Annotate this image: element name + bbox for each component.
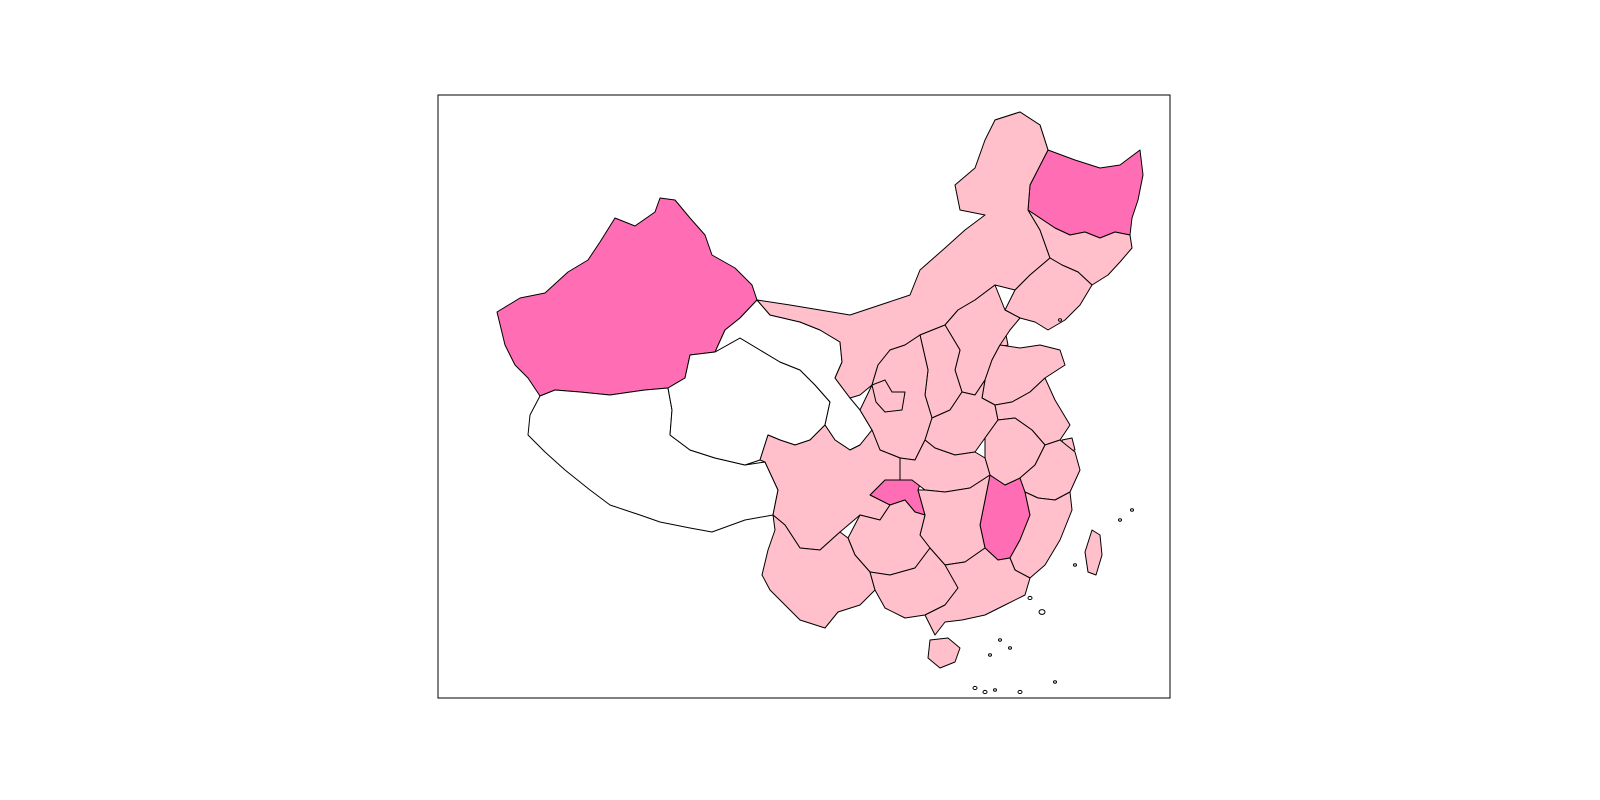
island-10 bbox=[1053, 680, 1057, 684]
island-2 bbox=[1027, 595, 1033, 601]
island-14 bbox=[1058, 318, 1062, 322]
island-1 bbox=[1038, 609, 1046, 615]
island-5 bbox=[1008, 646, 1012, 650]
island-3 bbox=[998, 638, 1002, 642]
island-layer bbox=[972, 318, 1134, 695]
province-fujian bbox=[1009, 491, 1073, 579]
province-hainan bbox=[927, 637, 961, 669]
province-guangdong bbox=[924, 547, 1031, 636]
island-11 bbox=[1073, 563, 1077, 567]
province-layer bbox=[496, 111, 1144, 669]
island-7 bbox=[982, 689, 988, 695]
island-12 bbox=[1118, 518, 1122, 522]
island-4 bbox=[988, 653, 992, 657]
province-taiwan bbox=[1084, 529, 1103, 576]
province-yunnan bbox=[761, 514, 876, 629]
island-6 bbox=[972, 685, 978, 691]
island-8 bbox=[993, 688, 997, 692]
province-hubei bbox=[879, 439, 991, 493]
island-13 bbox=[1130, 508, 1134, 512]
island-9 bbox=[1017, 689, 1023, 695]
